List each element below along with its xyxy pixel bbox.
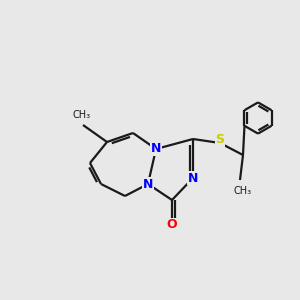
Text: O: O	[167, 218, 177, 232]
Text: S: S	[215, 133, 224, 146]
Text: N: N	[151, 142, 161, 155]
Text: CH₃: CH₃	[233, 186, 251, 196]
Text: CH₃: CH₃	[72, 110, 91, 120]
Text: N: N	[188, 172, 198, 184]
Text: N: N	[143, 178, 153, 190]
